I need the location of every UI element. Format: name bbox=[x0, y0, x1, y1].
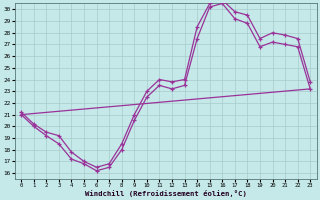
X-axis label: Windchill (Refroidissement éolien,°C): Windchill (Refroidissement éolien,°C) bbox=[85, 190, 247, 197]
